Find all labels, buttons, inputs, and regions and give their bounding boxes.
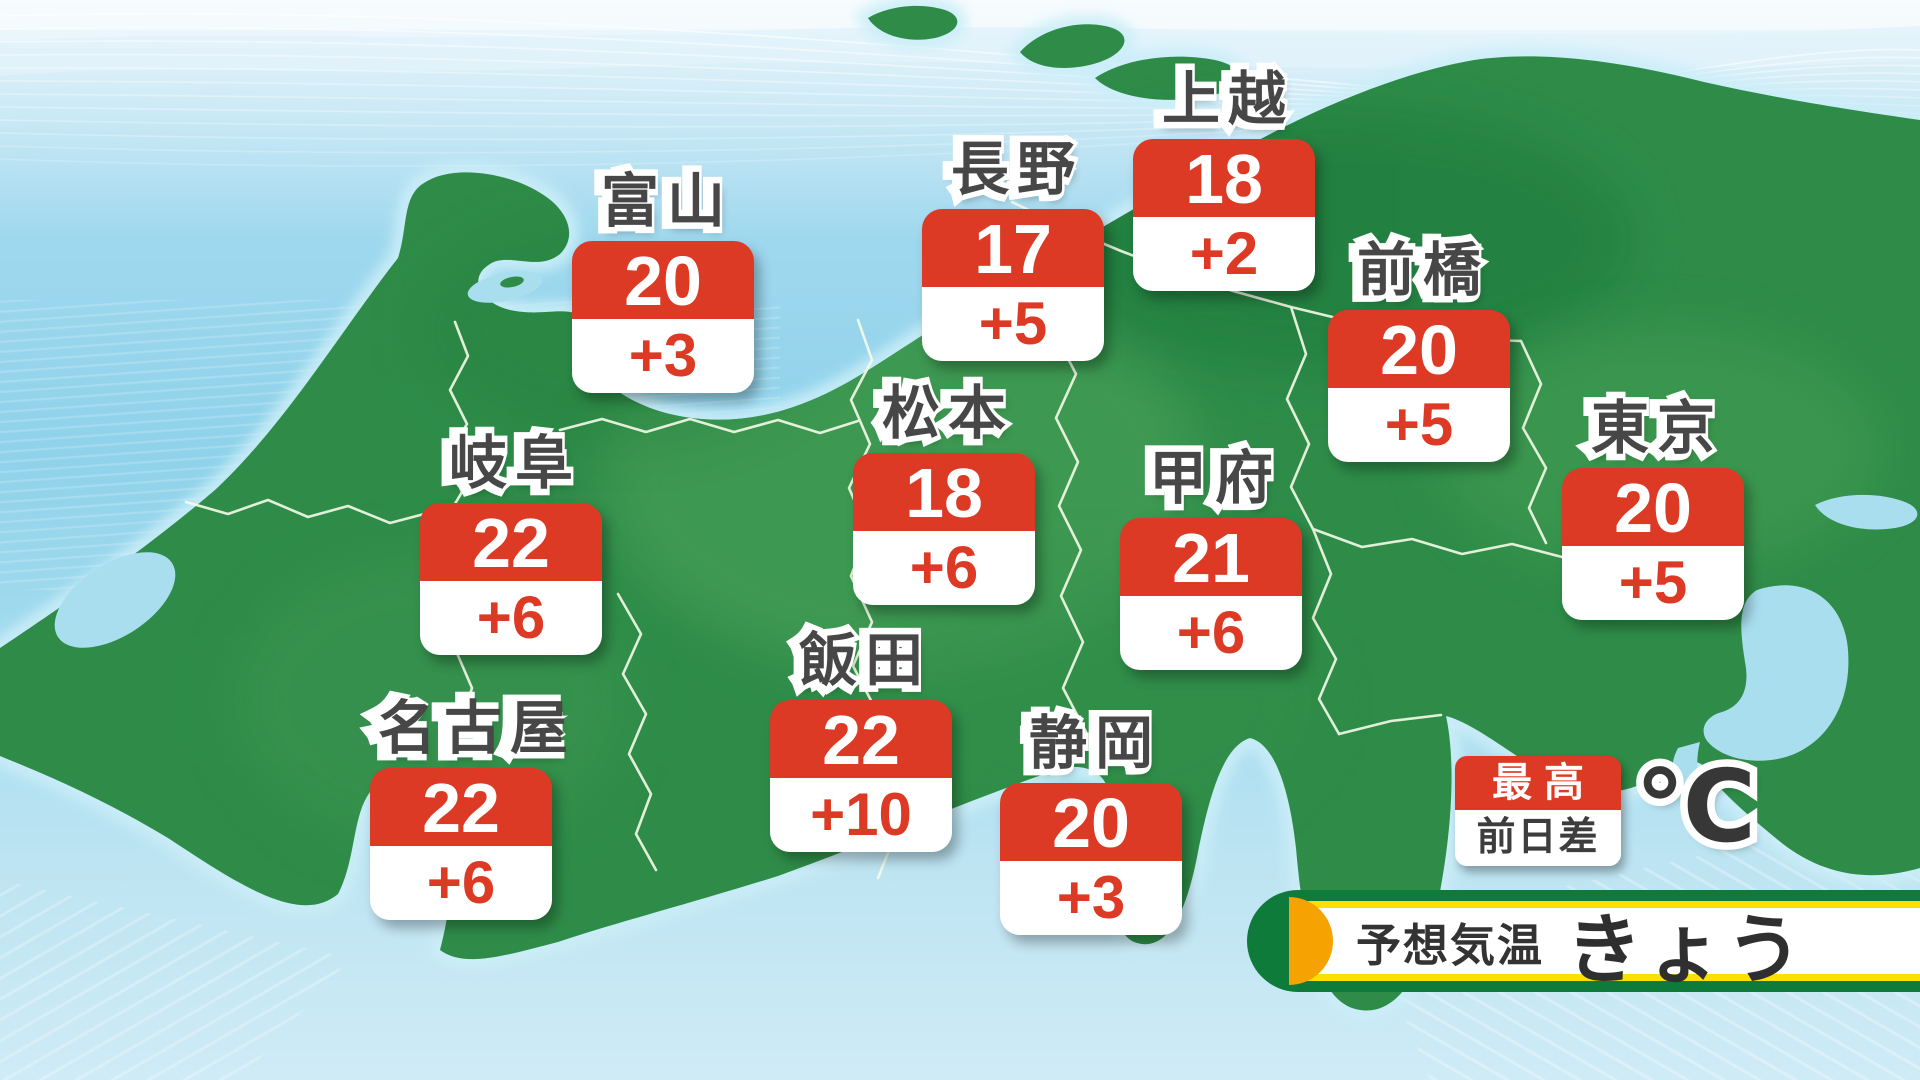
day-diff: +6 bbox=[853, 531, 1035, 605]
max-temp: 20 bbox=[1328, 310, 1510, 389]
temperature-box: 20 +3 bbox=[1000, 783, 1182, 935]
temperature-box: 20 +5 bbox=[1328, 310, 1510, 462]
max-temp: 21 bbox=[1120, 518, 1302, 597]
city-iida: 飯田 22 +10 bbox=[770, 622, 952, 852]
day-diff: +3 bbox=[1000, 861, 1182, 935]
celsius-unit: ℃ bbox=[1635, 752, 1756, 862]
city-matsumoto: 松本 18 +6 bbox=[853, 375, 1035, 605]
legend-box: 最高 前日差 bbox=[1455, 756, 1621, 866]
city-kofu: 甲府 21 +6 bbox=[1120, 440, 1302, 670]
city-name: 静岡 bbox=[1000, 705, 1182, 783]
temperature-box: 21 +6 bbox=[1120, 518, 1302, 670]
city-tokyo: 東京 20 +5 bbox=[1562, 390, 1744, 620]
city-joetsu: 上越 18 +2 bbox=[1133, 61, 1315, 291]
city-name: 長野 bbox=[922, 131, 1104, 209]
banner-content: 予想気温 きょう bbox=[1296, 908, 1920, 993]
city-name: 東京 bbox=[1562, 390, 1744, 468]
legend-diff-label: 前日差 bbox=[1455, 810, 1621, 866]
city-toyama: 富山 20 +3 bbox=[572, 163, 754, 393]
temperature-box: 22 +6 bbox=[370, 768, 552, 920]
max-temp: 20 bbox=[572, 241, 754, 320]
temperature-box: 20 +3 bbox=[572, 241, 754, 393]
day-diff: +5 bbox=[1562, 546, 1744, 620]
day-diff: +6 bbox=[370, 846, 552, 920]
city-shizuoka: 静岡 20 +3 bbox=[1000, 705, 1182, 935]
max-temp: 17 bbox=[922, 209, 1104, 288]
city-gifu: 岐阜 22 +6 bbox=[420, 425, 602, 655]
day-diff: +5 bbox=[922, 287, 1104, 361]
city-name: 飯田 bbox=[770, 622, 952, 700]
banner-title: 予想気温 bbox=[1356, 919, 1545, 971]
city-name: 岐阜 bbox=[420, 425, 602, 503]
temperature-box: 18 +2 bbox=[1133, 139, 1315, 291]
temperature-box: 18 +6 bbox=[853, 453, 1035, 605]
city-maebashi: 前橋 20 +5 bbox=[1328, 232, 1510, 462]
day-diff: +5 bbox=[1328, 388, 1510, 462]
max-temp: 18 bbox=[853, 453, 1035, 532]
max-temp: 20 bbox=[1000, 783, 1182, 862]
day-diff: +6 bbox=[420, 581, 602, 655]
max-temp: 18 bbox=[1133, 139, 1315, 218]
day-diff: +6 bbox=[1120, 596, 1302, 670]
max-temp: 22 bbox=[770, 700, 952, 779]
city-nagoya: 名古屋 22 +6 bbox=[370, 690, 568, 920]
legend-max-label: 最高 bbox=[1455, 756, 1621, 810]
city-nagano: 長野 17 +5 bbox=[922, 131, 1104, 361]
temperature-box: 17 +5 bbox=[922, 209, 1104, 361]
day-diff: +2 bbox=[1133, 217, 1315, 291]
city-name: 松本 bbox=[853, 375, 1035, 453]
day-diff: +3 bbox=[572, 319, 754, 393]
banner-subtitle: きょう bbox=[1566, 908, 1807, 993]
temperature-legend: 最高 前日差 ℃ bbox=[1455, 752, 1756, 866]
city-name: 上越 bbox=[1133, 61, 1315, 139]
city-name: 甲府 bbox=[1120, 440, 1302, 518]
city-name: 前橋 bbox=[1328, 232, 1510, 310]
forecast-banner: 予想気温 きょう bbox=[1247, 890, 1920, 993]
city-name: 富山 bbox=[572, 163, 754, 241]
day-diff: +10 bbox=[770, 778, 952, 852]
max-temp: 22 bbox=[370, 768, 552, 847]
max-temp: 22 bbox=[420, 503, 602, 582]
temperature-box: 22 +6 bbox=[420, 503, 602, 655]
max-temp: 20 bbox=[1562, 468, 1744, 547]
temperature-box: 22 +10 bbox=[770, 700, 952, 852]
temperature-box: 20 +5 bbox=[1562, 468, 1744, 620]
city-name: 名古屋 bbox=[370, 690, 568, 768]
